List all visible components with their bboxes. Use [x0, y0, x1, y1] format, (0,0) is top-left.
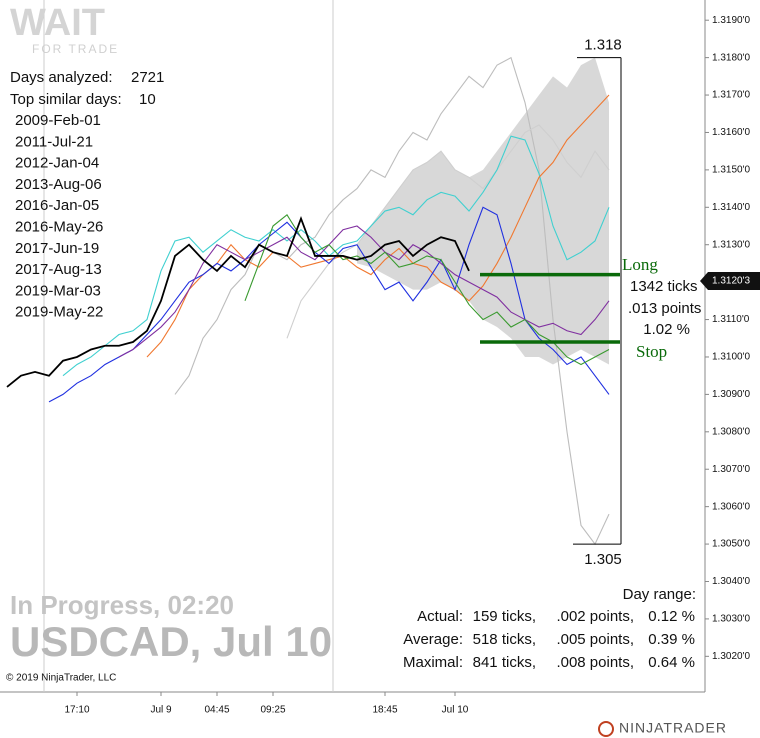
- brand-icon: [598, 721, 614, 737]
- day-range-cell: 841 ticks,: [473, 654, 536, 671]
- similar-day: 2013-Aug-06: [15, 176, 102, 193]
- y-tick-label: 1.3190'0: [712, 15, 750, 26]
- logo-sub: FOR TRADE: [32, 42, 119, 56]
- similar-day: 2011-Jul-21: [15, 133, 93, 150]
- x-tick-label: 04:45: [204, 705, 229, 716]
- price-line: [6, 215, 470, 388]
- y-tick-label: 1.3180'0: [712, 52, 750, 63]
- level-label: Stop: [636, 342, 667, 361]
- logo: WAIT: [10, 2, 105, 44]
- y-tick-label: 1.3050'0: [712, 539, 750, 550]
- similar-day: 2019-May-22: [15, 304, 103, 321]
- day-range-cell: Maximal:: [403, 654, 463, 671]
- day-range-cell: 0.64 %: [648, 654, 695, 671]
- y-tick-label: 1.3090'0: [712, 389, 750, 400]
- y-tick-label: 1.3020'0: [712, 651, 750, 662]
- similar-day: 2016-May-26: [15, 218, 103, 235]
- plot: [6, 56, 610, 546]
- x-tick-label: 17:10: [64, 705, 89, 716]
- stat-label: Top similar days:: [10, 91, 122, 108]
- day-range-cell: 0.12 %: [648, 608, 695, 625]
- target-points: .013 points: [628, 300, 701, 317]
- y-tick-label: 1.3170'0: [712, 90, 750, 101]
- x-tick-label: Jul 10: [442, 705, 469, 716]
- y-tick-label: 1.3150'0: [712, 165, 750, 176]
- status: In Progress, 02:20: [10, 590, 234, 620]
- range-band: [357, 57, 609, 365]
- similar-day: 2019-Mar-03: [15, 282, 101, 299]
- instrument: USDCAD, Jul 10: [10, 618, 332, 665]
- price-marker: [700, 272, 760, 291]
- x-tick-label: Jul 9: [150, 705, 172, 716]
- day-range-cell: .002 points,: [556, 608, 634, 625]
- y-tick-label: 1.3140'0: [712, 202, 750, 213]
- target-percent: 1.02 %: [643, 321, 690, 338]
- brand: NINJATRADER: [619, 720, 727, 736]
- y-tick-label: 1.3040'0: [712, 576, 750, 587]
- price-line: [48, 206, 610, 403]
- y-tick-label: 1.3160'0: [712, 127, 750, 138]
- stat-label: Days analyzed:: [10, 69, 113, 86]
- day-range-cell: Average:: [403, 631, 463, 648]
- similar-day: 2009-Feb-01: [15, 112, 101, 129]
- y-tick-label: 1.3030'0: [712, 614, 750, 625]
- price-line: [286, 124, 610, 339]
- x-tick-label: 18:45: [372, 705, 397, 716]
- range-low-label: 1.305: [584, 551, 622, 568]
- y-tick-label: 1.3080'0: [712, 426, 750, 437]
- day-range-cell: 518 ticks,: [473, 631, 536, 648]
- price-line: [118, 225, 610, 358]
- y-tick-label: 1.3060'0: [712, 501, 750, 512]
- x-tick-label: 09:25: [260, 705, 285, 716]
- day-range-cell: Actual:: [417, 608, 463, 625]
- y-tick-label: 1.3070'0: [712, 464, 750, 475]
- y-tick-label: 1.3100'0: [712, 352, 750, 363]
- day-range-cell: .005 points,: [556, 631, 634, 648]
- day-range-cell: 0.39 %: [648, 631, 695, 648]
- similar-day: 2012-Jan-04: [15, 155, 99, 172]
- price-line: [146, 94, 610, 358]
- day-range-cell: .008 points,: [556, 654, 634, 671]
- price-line: [62, 135, 610, 377]
- y-tick-label: 1.3110'0: [712, 314, 750, 325]
- day-range-title: Day range:: [623, 586, 696, 603]
- y-tick-label: 1.3130'0: [712, 239, 750, 250]
- price-line: [244, 213, 610, 366]
- price-marker-label: 1.3120'3: [712, 276, 750, 287]
- similar-day: 2017-Aug-13: [15, 261, 102, 278]
- price-line: [174, 56, 610, 546]
- level-label: Long: [622, 255, 658, 274]
- stat-value: 2721: [131, 69, 164, 86]
- stat-value: 10: [139, 91, 156, 108]
- copyright: © 2019 NinjaTrader, LLC: [6, 673, 116, 684]
- similar-day: 2017-Jun-19: [15, 240, 99, 257]
- day-range-cell: 159 ticks,: [473, 608, 536, 625]
- range-high-label: 1.318: [584, 37, 622, 54]
- similar-day: 2016-Jan-05: [15, 197, 99, 214]
- target-ticks: 1342 ticks: [630, 278, 698, 295]
